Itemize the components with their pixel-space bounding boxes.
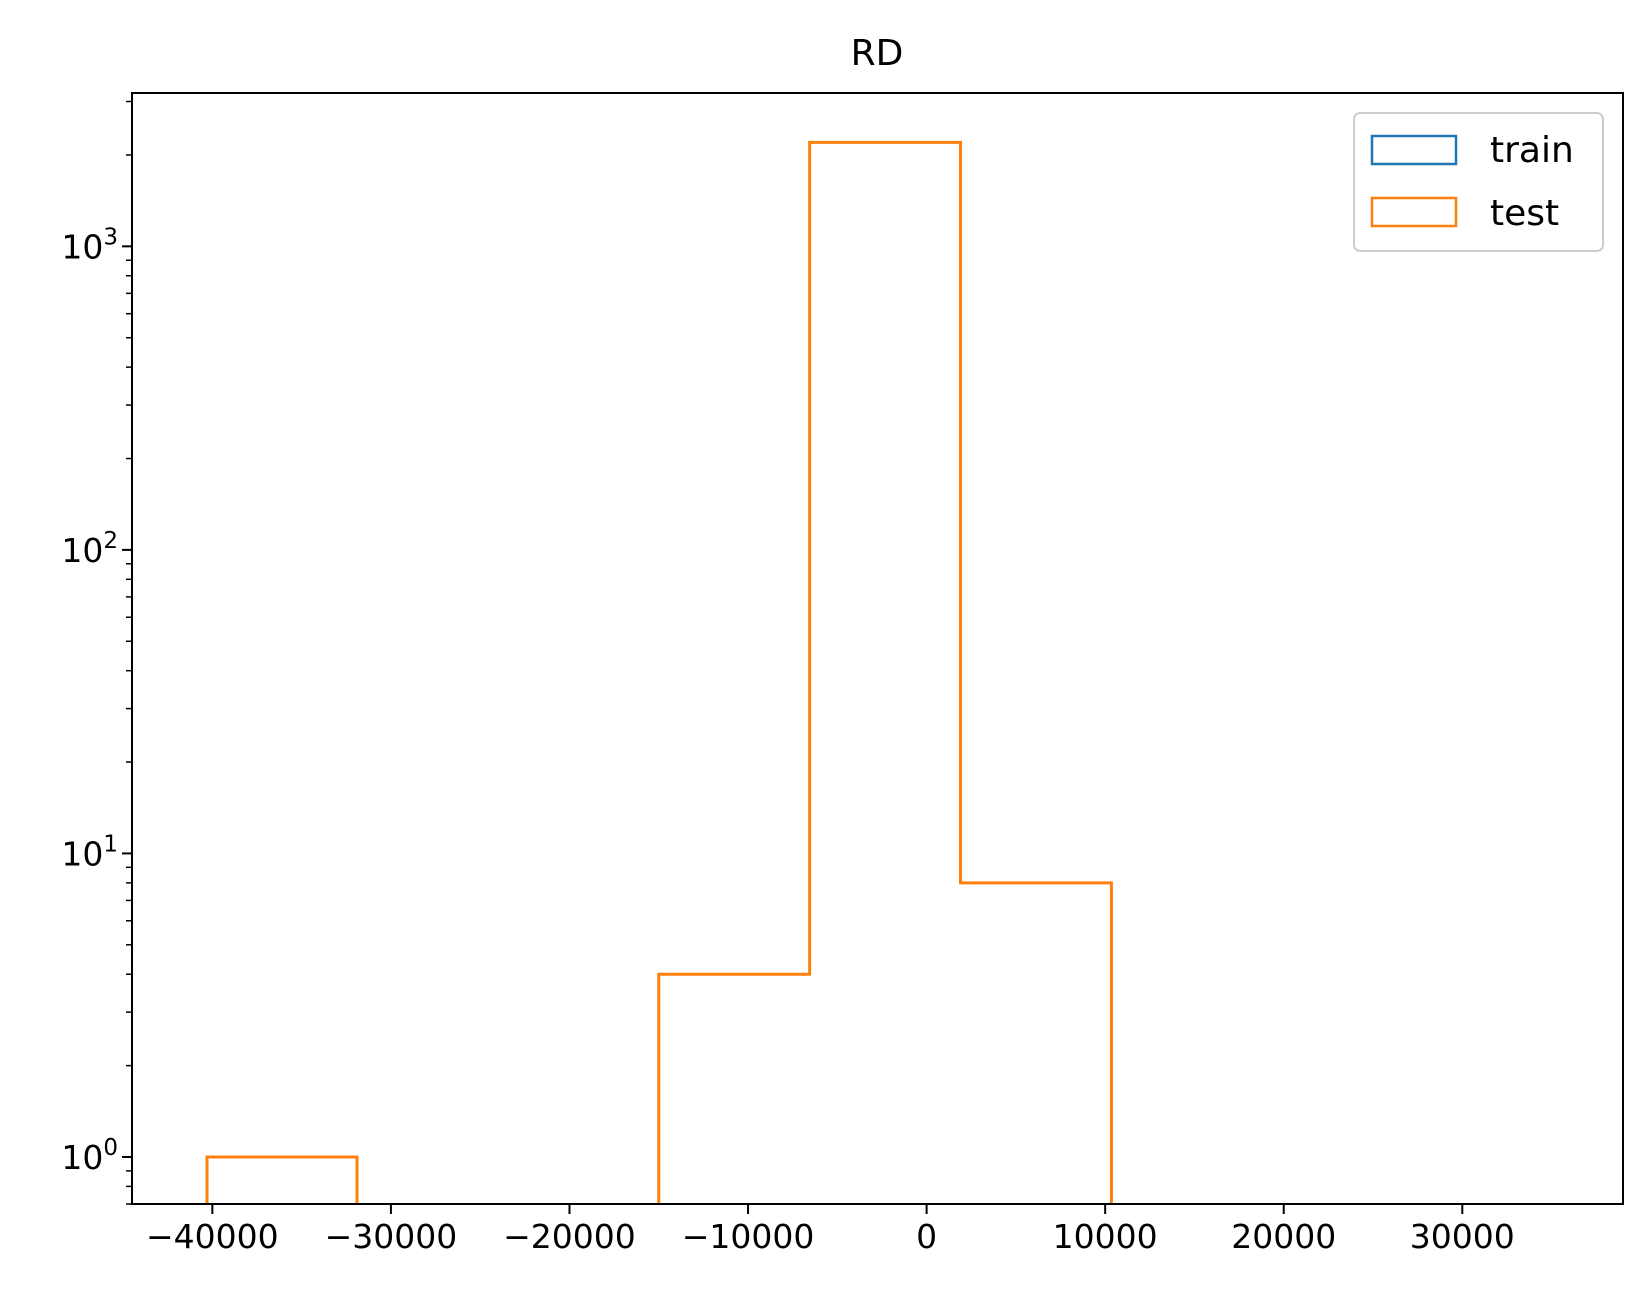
series-layer	[205, 140, 1113, 1204]
x-tick-label: −40000	[146, 1217, 279, 1256]
legend-label-test: test	[1490, 193, 1559, 234]
x-tick-label: 30000	[1410, 1217, 1515, 1256]
legend-label-train: train	[1490, 130, 1574, 171]
y-axis: 100 101 102 103	[61, 100, 132, 1205]
x-tick-label: 0	[916, 1217, 937, 1256]
x-axis: −40000 −30000 −20000 −10000 0 10000 20000 30000	[146, 1204, 1515, 1256]
histogram-step-test	[205, 140, 1113, 1204]
legend-frame	[1353, 112, 1604, 252]
x-tick-label: 20000	[1231, 1217, 1336, 1256]
chart-title: RD	[851, 33, 904, 74]
legend: train test	[1353, 112, 1604, 252]
series-test	[205, 140, 1113, 1204]
y-tick-label: 101	[61, 831, 118, 873]
y-tick-label: 100	[61, 1135, 118, 1177]
legend-swatch-train	[1370, 134, 1458, 166]
x-tick-label: −10000	[682, 1217, 815, 1256]
plot-frame	[131, 92, 1624, 1205]
y-tick-label: 102	[61, 528, 118, 570]
legend-swatch-test	[1370, 196, 1458, 228]
x-tick-label: −30000	[325, 1217, 458, 1256]
x-tick-label: 10000	[1053, 1217, 1158, 1256]
y-tick-label: 103	[61, 224, 118, 266]
x-tick-label: −20000	[503, 1217, 636, 1256]
